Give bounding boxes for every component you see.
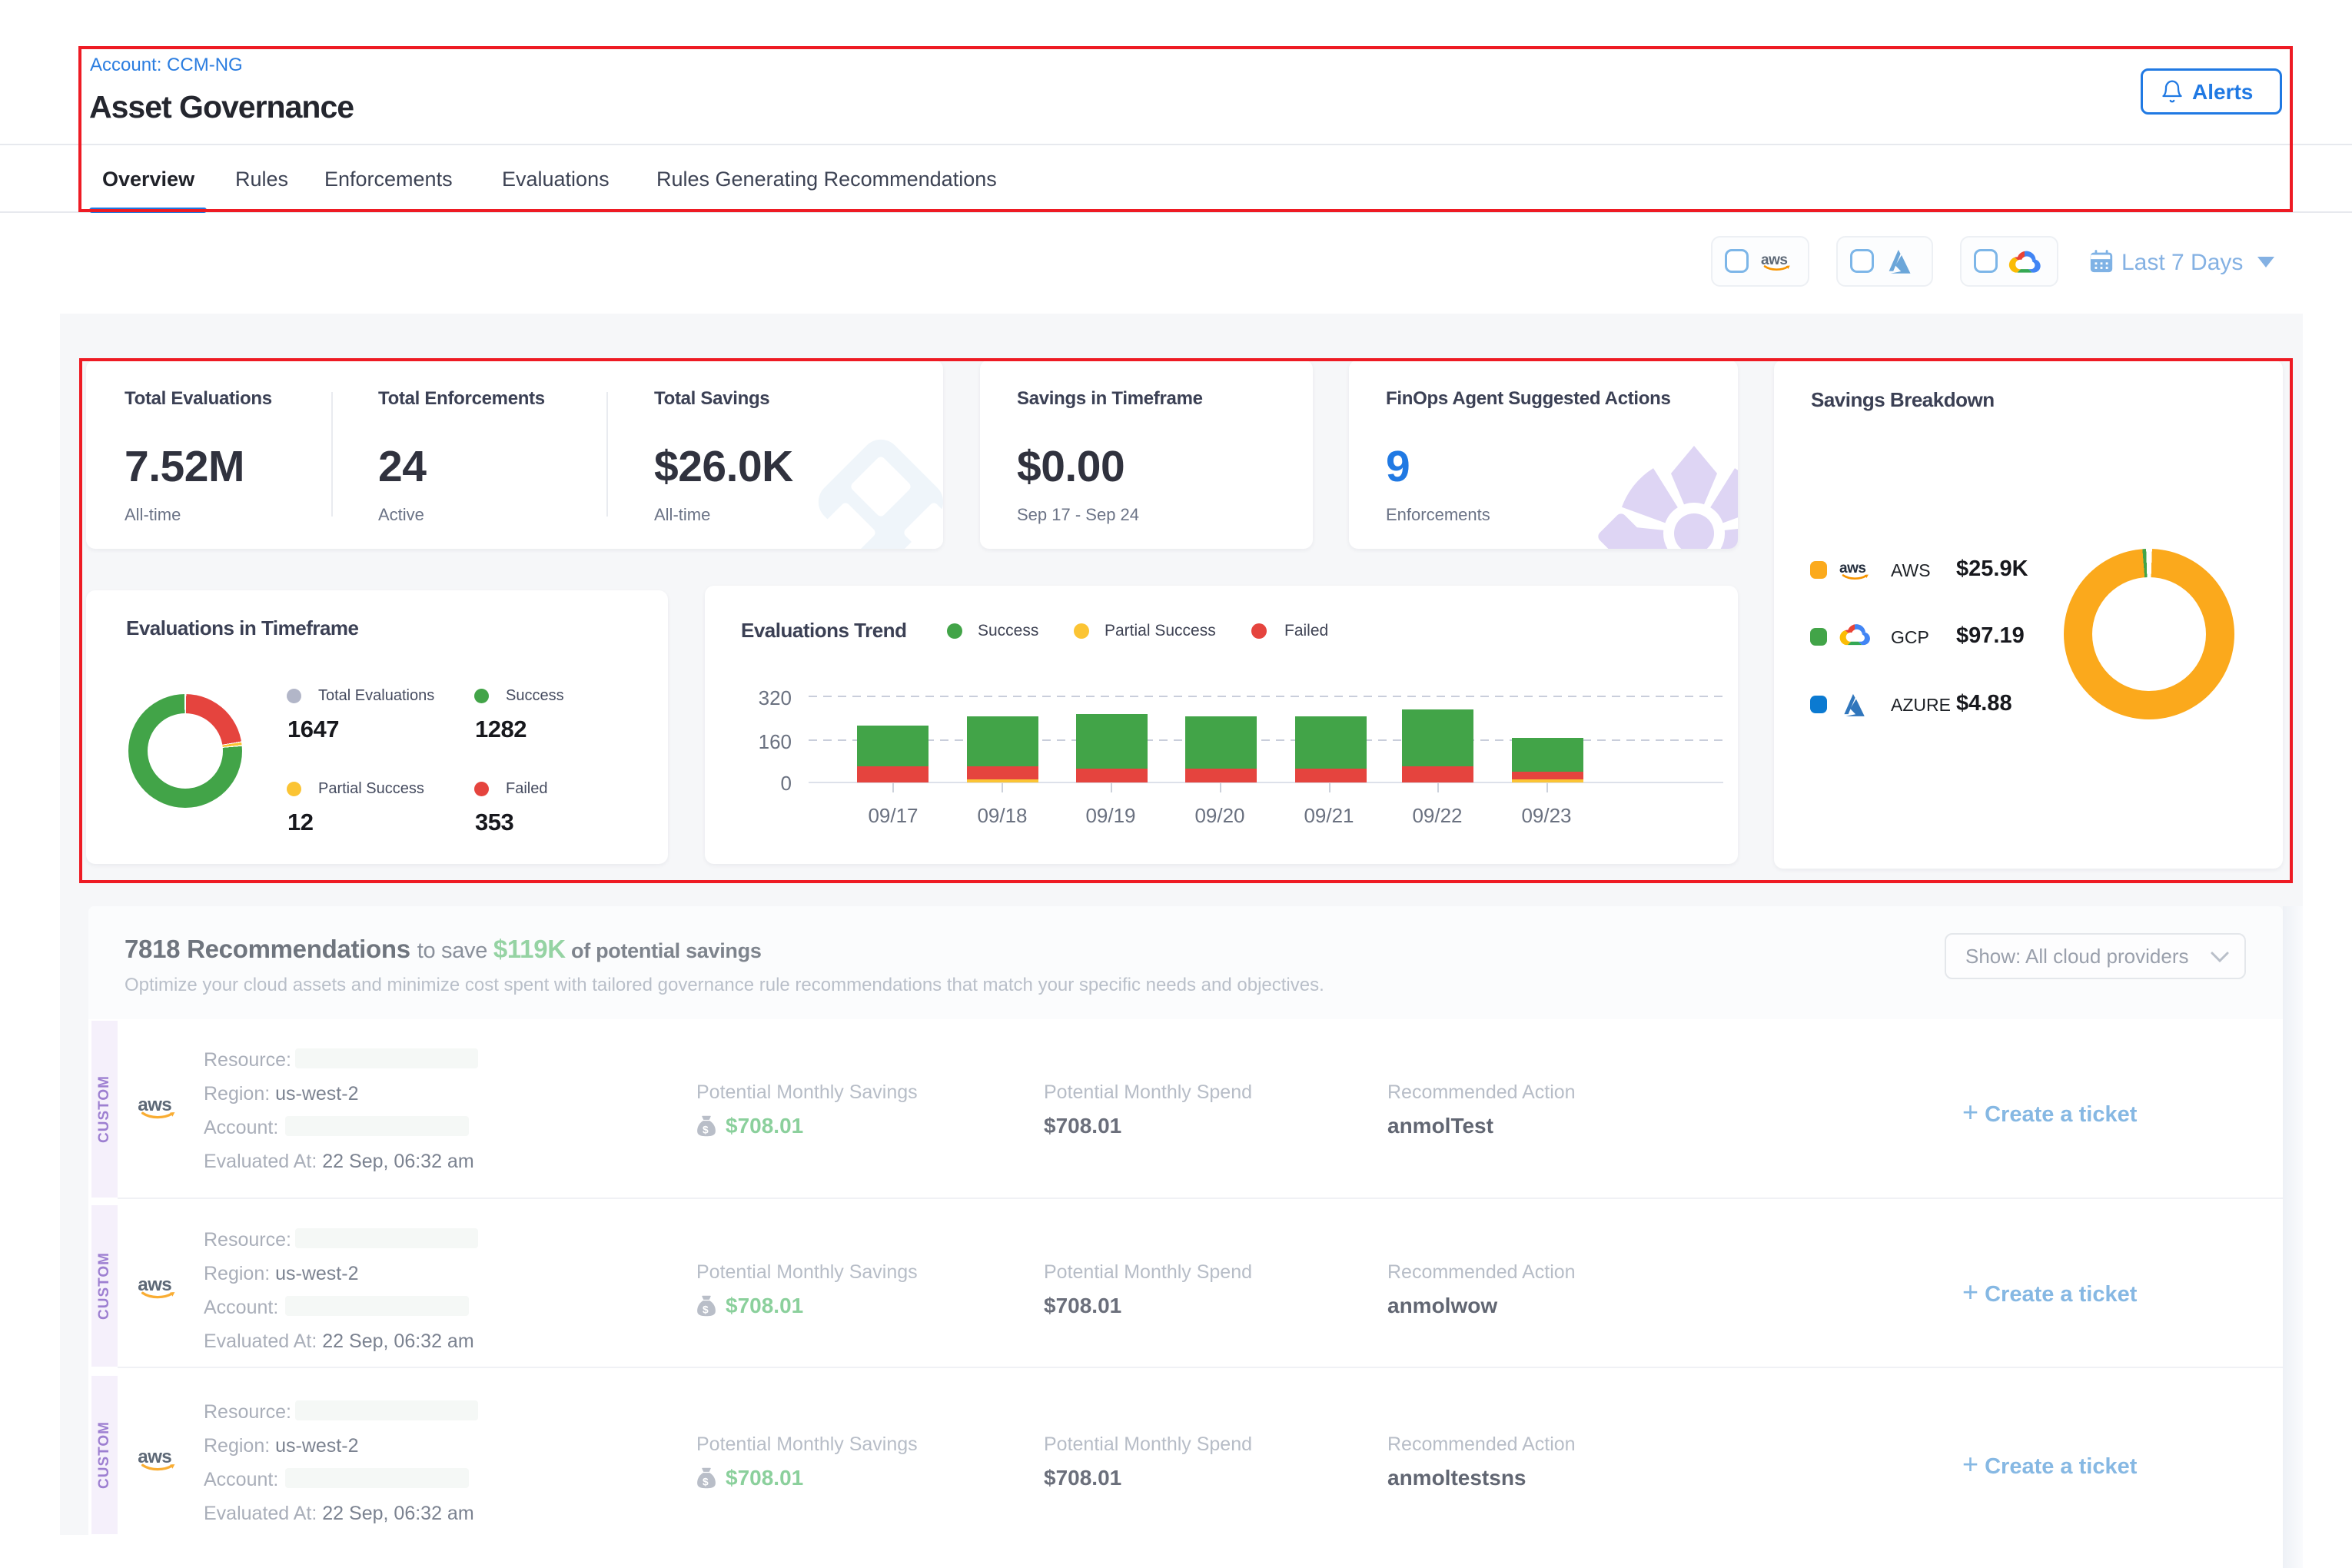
- svg-text:aws: aws: [138, 1447, 171, 1467]
- svg-text:aws: aws: [1839, 560, 1865, 576]
- svg-text:$: $: [703, 1304, 709, 1315]
- svg-text:aws: aws: [138, 1095, 171, 1115]
- svg-text:$: $: [703, 1476, 709, 1487]
- svg-text:aws: aws: [1761, 252, 1787, 268]
- svg-text:aws: aws: [138, 1274, 171, 1295]
- svg-text:$: $: [703, 1124, 709, 1135]
